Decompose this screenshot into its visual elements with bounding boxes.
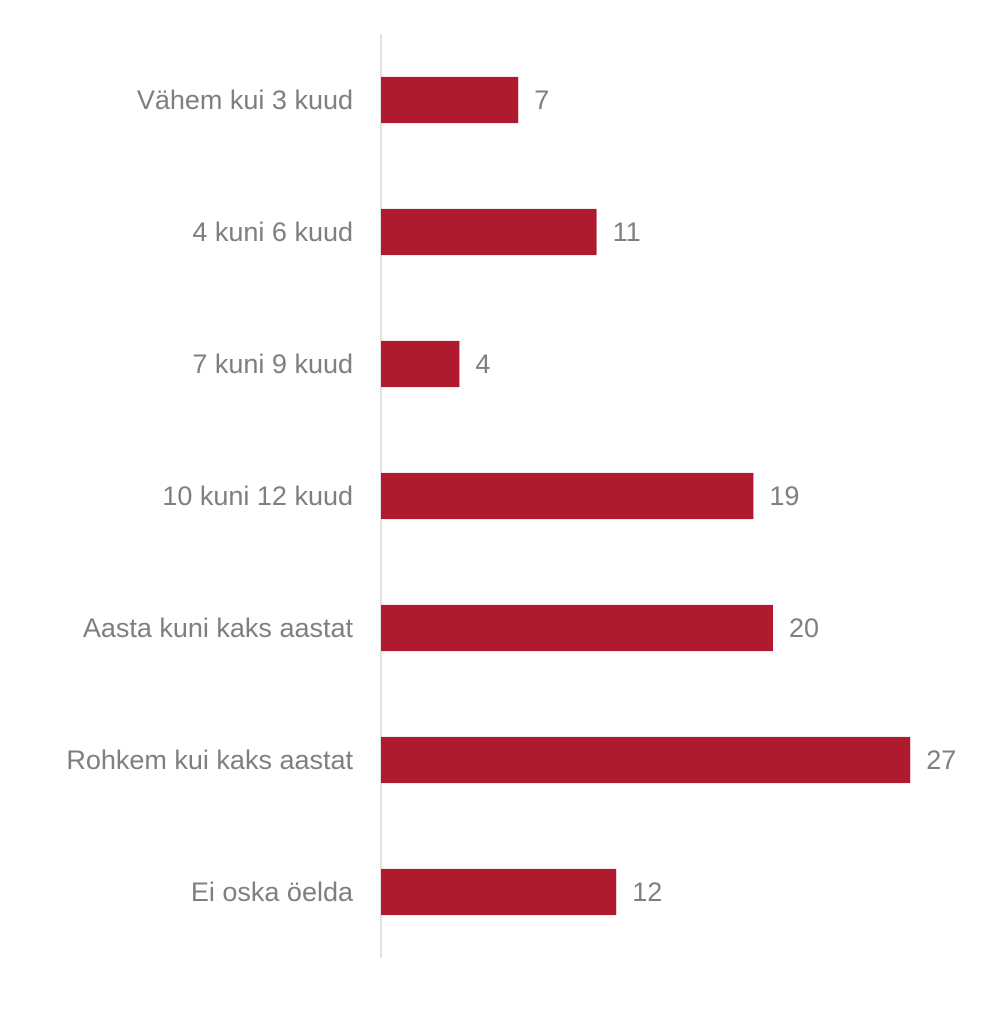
bar: [381, 76, 519, 124]
y-tick-label: Aasta kuni kaks aastat: [83, 613, 354, 643]
data-label: 11: [613, 217, 641, 247]
bar: [381, 472, 754, 520]
y-tick-label: 7 kuni 9 kuud: [192, 349, 353, 379]
data-label: 4: [475, 349, 490, 379]
y-tick-label: 4 kuni 6 kuud: [192, 217, 353, 247]
bar: [381, 736, 911, 784]
y-tick-label: Ei oska öelda: [191, 877, 354, 907]
data-label: 20: [789, 613, 819, 643]
data-label: 27: [926, 745, 956, 775]
bar: [381, 868, 617, 916]
data-label: 7: [534, 85, 549, 115]
data-label: 19: [769, 481, 799, 511]
bar: [381, 604, 773, 652]
y-tick-label: 10 kuni 12 kuud: [162, 481, 353, 511]
y-tick-label: Rohkem kui kaks aastat: [66, 745, 353, 775]
bar: [381, 208, 597, 256]
y-tick-label: Vähem kui 3 kuud: [137, 85, 353, 115]
data-label: 12: [632, 877, 662, 907]
bar: [381, 340, 460, 388]
